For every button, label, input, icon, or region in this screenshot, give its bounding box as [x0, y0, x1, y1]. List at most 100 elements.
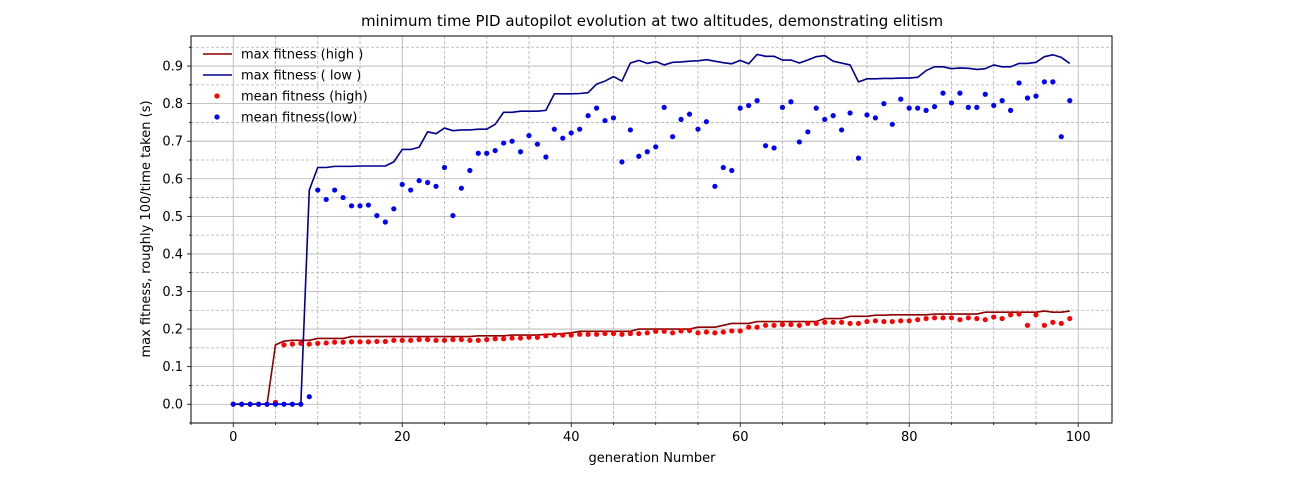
- data-point-mean-fitness-low: [974, 104, 980, 110]
- data-point-mean-fitness-low: [374, 212, 380, 219]
- data-point-mean-fitness-high: [779, 321, 786, 328]
- data-point-mean-fitness-high: [332, 339, 338, 345]
- data-point-mean-fitness-high: [839, 319, 845, 325]
- data-point-mean-fitness-high: [560, 332, 566, 338]
- data-point-mean-fitness-low: [923, 107, 929, 113]
- data-point-mean-fitness-high: [771, 322, 777, 328]
- data-point-mean-fitness-high: [729, 328, 735, 334]
- data-point-mean-fitness-low: [467, 167, 473, 174]
- legend-label: mean fitness (high): [241, 90, 368, 105]
- data-point-mean-fitness-high: [737, 328, 743, 334]
- data-point-mean-fitness-low: [839, 127, 845, 133]
- data-point-mean-fitness-low: [982, 91, 988, 97]
- y-axis-title: max fitness, roughly 100/time taken (s): [139, 100, 154, 357]
- data-point-mean-fitness-high: [408, 337, 414, 343]
- data-point-mean-fitness-low: [720, 164, 726, 171]
- data-point-mean-fitness-low: [298, 401, 304, 407]
- data-point-mean-fitness-low: [813, 105, 819, 111]
- data-point-mean-fitness-low: [1033, 93, 1039, 99]
- data-point-mean-fitness-high: [746, 324, 752, 330]
- data-point-mean-fitness-low: [991, 102, 997, 109]
- data-point-mean-fitness-high: [1016, 311, 1022, 317]
- data-point-mean-fitness-high: [391, 337, 397, 343]
- plot-frame: [190, 35, 1113, 424]
- data-point-mean-fitness-high: [881, 318, 887, 325]
- data-point-mean-fitness-high: [433, 337, 439, 343]
- data-point-mean-fitness-low: [323, 196, 329, 203]
- data-point-mean-fitness-high: [948, 315, 955, 321]
- legend-swatch-marker: [214, 93, 220, 99]
- data-point-mean-fitness-high: [509, 335, 515, 341]
- data-point-mean-fitness-high: [585, 331, 591, 337]
- data-point-mean-fitness-high: [551, 332, 557, 338]
- y-tick-label: 0.8: [162, 97, 183, 112]
- data-point-mean-fitness-low: [458, 185, 464, 191]
- data-point-mean-fitness-low: [805, 129, 811, 135]
- data-point-mean-fitness-low: [661, 104, 667, 110]
- data-point-mean-fitness-low: [1050, 79, 1056, 85]
- data-point-mean-fitness-high: [644, 330, 650, 336]
- data-point-mean-fitness-high: [534, 334, 541, 340]
- data-point-mean-fitness-low: [408, 187, 414, 193]
- data-point-mean-fitness-high: [974, 315, 980, 322]
- data-point-mean-fitness-low: [577, 126, 583, 132]
- y-tick-label: 0.4: [162, 247, 183, 262]
- data-point-mean-fitness-low: [247, 401, 253, 407]
- data-point-mean-fitness-high: [306, 341, 312, 347]
- data-point-mean-fitness-low: [1041, 79, 1048, 85]
- data-point-mean-fitness-high: [543, 333, 549, 339]
- y-tick-label: 0.3: [162, 285, 183, 300]
- data-point-mean-fitness-low: [855, 155, 862, 161]
- x-tick-label: 60: [732, 430, 749, 445]
- data-point-mean-fitness-low: [1024, 95, 1031, 101]
- data-point-mean-fitness-low: [416, 178, 422, 184]
- data-point-mean-fitness-low: [492, 147, 498, 154]
- data-point-mean-fitness-low: [281, 401, 287, 407]
- data-point-mean-fitness-high: [441, 337, 448, 343]
- data-point-mean-fitness-low: [872, 115, 879, 121]
- data-point-mean-fitness-high: [847, 320, 853, 327]
- data-point-mean-fitness-low: [534, 141, 541, 147]
- data-point-mean-fitness-high: [492, 336, 498, 342]
- series-line-max-fitness-low: [233, 53, 1071, 406]
- x-tick-label: 0: [229, 430, 237, 445]
- data-point-mean-fitness-low: [957, 90, 963, 96]
- data-point-mean-fitness-low: [610, 115, 617, 121]
- data-point-mean-fitness-high: [458, 336, 464, 343]
- data-point-mean-fitness-high: [357, 339, 363, 345]
- data-point-mean-fitness-high: [298, 340, 304, 346]
- data-point-mean-fitness-low: [948, 100, 955, 106]
- data-point-mean-fitness-high: [593, 331, 600, 337]
- x-tick-label: 20: [394, 430, 411, 445]
- legend-label: mean fitness(low): [241, 111, 357, 126]
- data-point-mean-fitness-high: [670, 330, 676, 336]
- data-point-mean-fitness-high: [424, 336, 431, 343]
- y-tick-label: 0.7: [162, 135, 183, 150]
- data-point-mean-fitness-high: [957, 317, 963, 323]
- data-point-mean-fitness-high: [577, 331, 583, 337]
- data-point-mean-fitness-low: [1058, 134, 1064, 140]
- data-point-mean-fitness-low: [746, 102, 752, 109]
- data-point-mean-fitness-high: [348, 339, 355, 345]
- data-point-mean-fitness-high: [340, 339, 346, 345]
- data-point-mean-fitness-high: [796, 322, 802, 328]
- data-point-mean-fitness-high: [1067, 315, 1073, 322]
- data-point-mean-fitness-low: [517, 149, 524, 155]
- data-point-mean-fitness-high: [686, 327, 693, 334]
- chart-title: minimum time PID autopilot evolution at …: [361, 12, 943, 30]
- data-point-mean-fitness-low: [627, 127, 633, 133]
- y-tick-label: 0.0: [162, 398, 183, 413]
- data-point-mean-fitness-high: [678, 328, 684, 334]
- data-point-mean-fitness-high: [889, 318, 895, 325]
- series-line-max-fitness-high: [233, 310, 1070, 406]
- data-point-mean-fitness-high: [1041, 322, 1048, 328]
- data-point-mean-fitness-low: [703, 119, 710, 125]
- data-point-mean-fitness-low: [272, 401, 279, 407]
- data-point-mean-fitness-low: [382, 219, 388, 225]
- data-point-mean-fitness-high: [805, 320, 811, 327]
- data-point-mean-fitness-high: [898, 318, 904, 324]
- data-point-mean-fitness-high: [855, 320, 862, 327]
- data-point-mean-fitness-high: [1008, 312, 1014, 318]
- data-point-mean-fitness-low: [915, 105, 921, 111]
- data-point-mean-fitness-low: [424, 179, 431, 186]
